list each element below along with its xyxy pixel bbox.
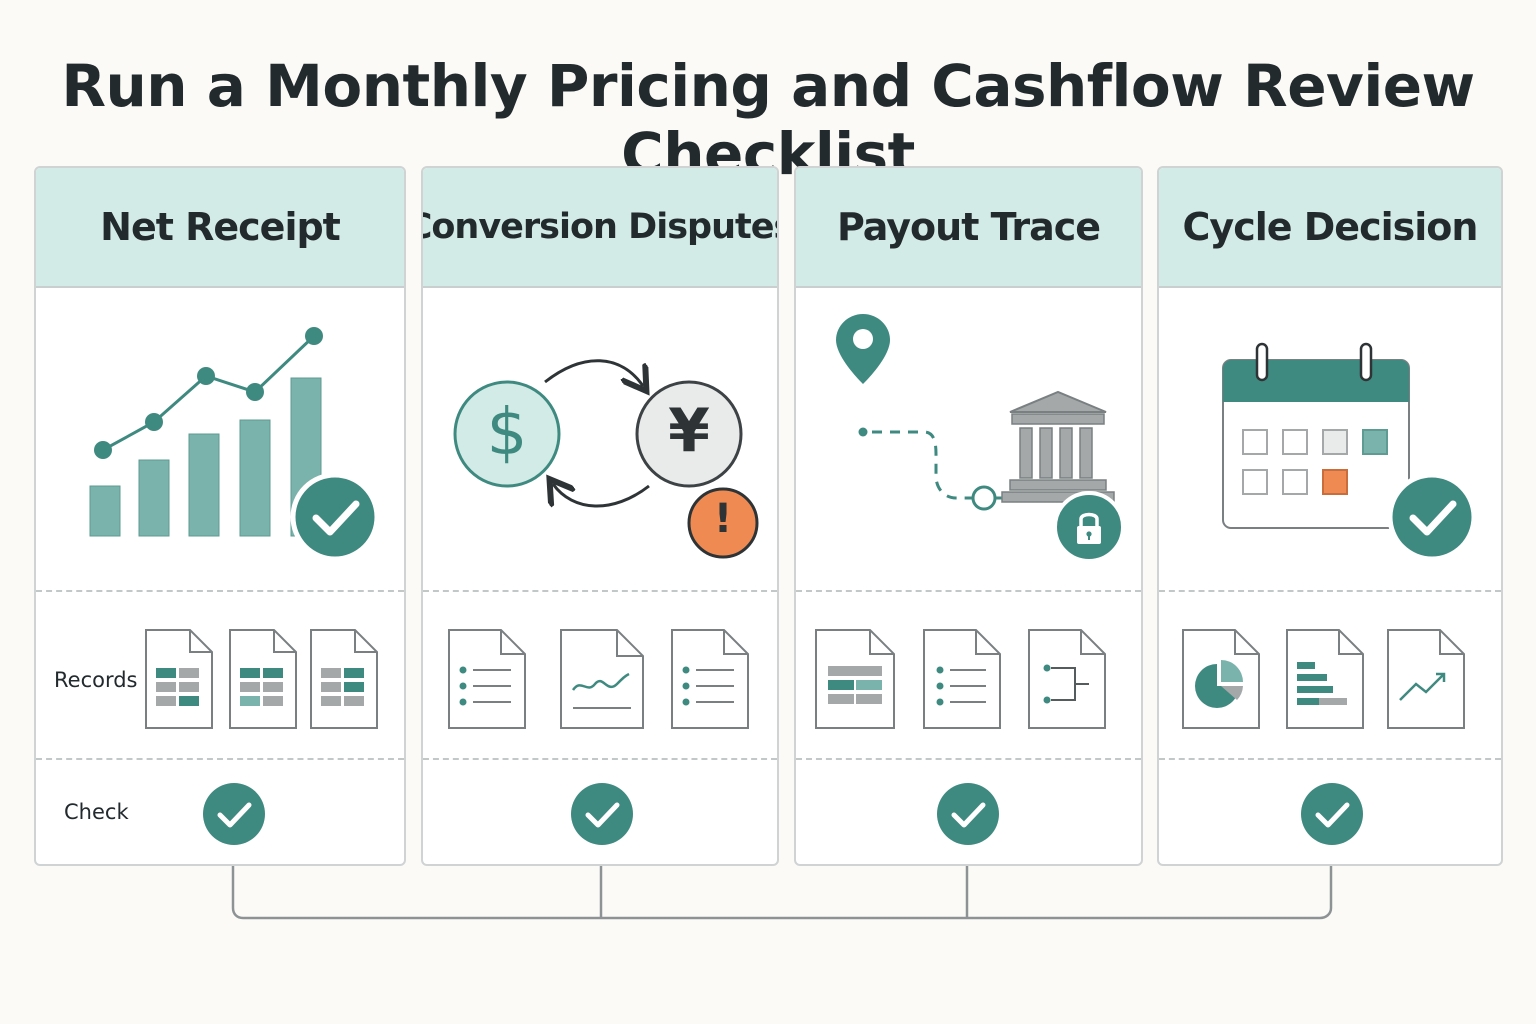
card-heading: Net Receipt — [100, 205, 341, 249]
divider — [36, 590, 404, 592]
spreadsheet-document-icon — [310, 629, 378, 729]
divider — [36, 758, 404, 760]
calendar-icon — [1222, 342, 1410, 529]
divider — [423, 590, 777, 592]
records-row — [423, 592, 777, 758]
bank-route-icon — [836, 314, 1115, 511]
bar-line-chart-icon — [89, 327, 323, 537]
card-header: Conversion Disputes — [423, 168, 777, 288]
alert-symbol: ! — [713, 496, 733, 542]
records-row: Records — [36, 592, 404, 758]
check-row — [796, 760, 1141, 864]
card-header: Cycle Decision — [1159, 168, 1501, 288]
records-row — [1159, 592, 1501, 758]
spreadsheet-document-icon — [145, 629, 213, 729]
divider — [1159, 590, 1501, 592]
check-icon — [937, 783, 999, 845]
yen-symbol: ¥ — [668, 396, 710, 466]
records-label: Records — [54, 668, 138, 692]
list-document-icon — [923, 629, 1001, 729]
card-illustration — [36, 288, 404, 590]
check-row — [423, 760, 777, 864]
card-cycle-decision: Cycle Decision — [1157, 166, 1503, 866]
card-conversion-disputes: Conversion Disputes $ ¥ ! — [421, 166, 779, 866]
alert-icon — [687, 487, 759, 559]
check-row: Check — [36, 760, 404, 864]
spreadsheet-document-icon — [229, 629, 297, 729]
card-heading: Cycle Decision — [1182, 205, 1479, 249]
check-icon — [203, 783, 265, 845]
pie-chart-document-icon — [1182, 629, 1260, 729]
check-icon — [1387, 472, 1477, 562]
list-document-icon — [671, 629, 749, 729]
card-heading: Payout Trace — [836, 205, 1101, 249]
dollar-symbol: $ — [486, 396, 528, 470]
divider — [796, 590, 1141, 592]
trend-up-document-icon — [1387, 629, 1465, 729]
spreadsheet-document-icon — [815, 629, 895, 729]
flow-document-icon — [1028, 629, 1106, 729]
card-net-receipt: Net Receipt Records — [34, 166, 406, 866]
card-illustration: $ ¥ ! — [423, 288, 777, 590]
page-title: Run a Monthly Pricing and Cashflow Revie… — [61, 52, 1475, 188]
card-header: Net Receipt — [36, 168, 404, 288]
lock-icon — [1053, 491, 1125, 563]
trend-document-icon — [560, 629, 644, 729]
check-row — [1159, 760, 1501, 864]
check-icon — [1301, 783, 1363, 845]
divider — [423, 758, 777, 760]
divider — [1159, 758, 1501, 760]
card-heading: Conversion Disputes — [421, 207, 779, 247]
bar-chart-document-icon — [1286, 629, 1364, 729]
check-icon — [290, 472, 380, 562]
records-row — [796, 592, 1141, 758]
card-payout-trace: Payout Trace — [794, 166, 1143, 866]
card-header: Payout Trace — [796, 168, 1141, 288]
card-illustration — [1159, 288, 1501, 590]
check-icon — [571, 783, 633, 845]
currency-exchange-icon — [453, 359, 743, 508]
divider — [796, 758, 1141, 760]
check-label: Check — [64, 800, 129, 824]
card-illustration — [796, 288, 1141, 590]
list-document-icon — [448, 629, 526, 729]
